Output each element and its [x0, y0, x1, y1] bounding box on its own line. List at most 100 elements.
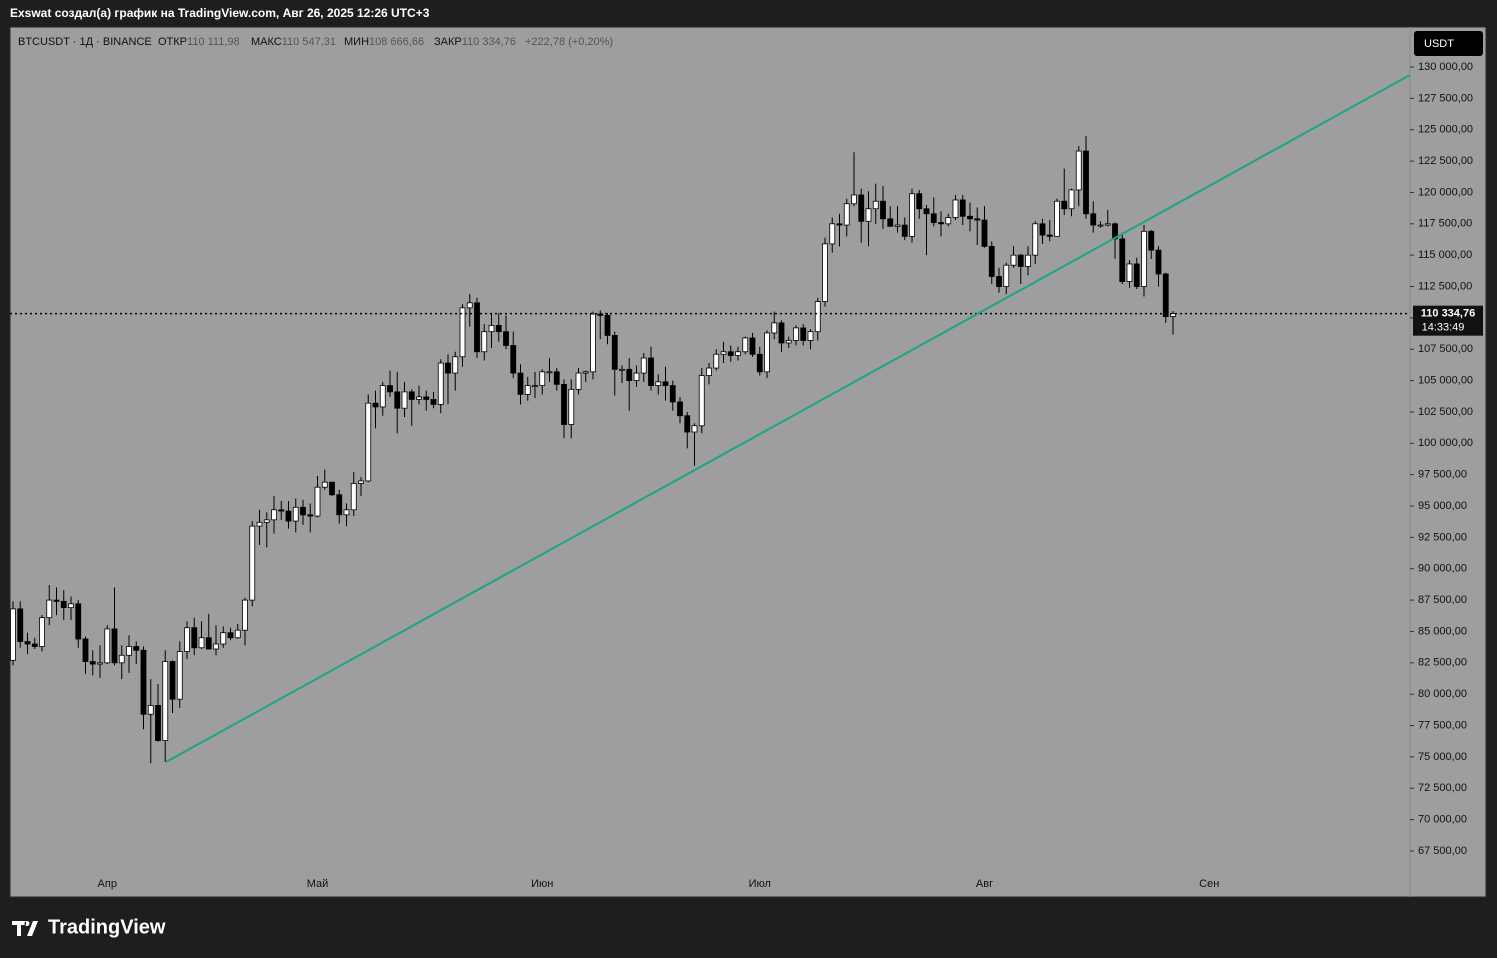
candle-body [17, 608, 24, 642]
candle-body [952, 199, 959, 218]
candle-body [967, 215, 973, 220]
candle-body [1075, 150, 1082, 191]
candle-body [307, 514, 314, 517]
candle-body [843, 203, 850, 226]
candle-body [1054, 200, 1060, 237]
candle-body [916, 193, 923, 210]
candle-body [205, 637, 212, 650]
candle-body [901, 224, 908, 237]
candle-body [416, 396, 422, 400]
candle-body [278, 509, 285, 512]
candle-body [249, 525, 256, 601]
candle-body [698, 375, 705, 427]
candle-body [619, 368, 625, 371]
candle-body [459, 307, 466, 358]
candle-body [1090, 213, 1097, 226]
candle-body [271, 509, 277, 521]
candle-body [814, 301, 821, 333]
candle-body [691, 425, 698, 433]
candle-body [1141, 230, 1147, 287]
candle-body [321, 481, 328, 488]
currency-button[interactable] [1414, 31, 1483, 56]
candle-body [336, 494, 343, 516]
candle-body [1162, 273, 1169, 318]
candle-body [126, 646, 132, 656]
y-tick-label: 95 000,00 [1418, 500, 1467, 512]
currency[interactable]: USDT [1424, 38, 1454, 50]
candle-body [343, 509, 350, 516]
candle-body [365, 402, 372, 482]
y-tick-label: 70 000,00 [1418, 814, 1467, 826]
candle-body [1133, 263, 1140, 287]
candle-body [713, 353, 720, 369]
candle-body [495, 325, 502, 333]
y-tick-label: 75 000,00 [1418, 751, 1467, 763]
x-tick-label: Апр [98, 878, 117, 890]
candle-body [445, 362, 451, 374]
y-tick-label: 77 500,00 [1418, 719, 1467, 731]
candle-body [46, 599, 53, 619]
y-tick-label: 107 500,00 [1418, 343, 1473, 355]
candle-body [604, 314, 611, 336]
y-tick-label: 125 000,00 [1418, 124, 1473, 136]
candle-body [60, 600, 67, 609]
candle-body [988, 245, 995, 277]
candle-body [285, 510, 292, 522]
candle-body [785, 340, 792, 344]
caption: Exswat создал(а) график на TradingView.c… [10, 6, 430, 20]
y-tick-label: 120 000,00 [1418, 186, 1473, 198]
candle-body [147, 705, 154, 715]
candle-body [524, 385, 531, 395]
candle-body [648, 357, 654, 387]
legend-value: 110 334,76 [462, 36, 516, 48]
candle-body [104, 628, 111, 664]
chart-panel [9, 26, 1487, 898]
candle-body [227, 632, 234, 639]
candle-body [669, 385, 676, 403]
candle-body [887, 218, 894, 227]
candle-body [764, 332, 770, 373]
candle-body [561, 383, 567, 425]
candle-body [1170, 313, 1176, 317]
candle-body [39, 617, 45, 647]
candle-body [1032, 223, 1039, 256]
candle-body [778, 322, 785, 344]
candle-body [329, 481, 335, 496]
candle-body [756, 353, 763, 373]
y-tick-label: 122 500,00 [1418, 155, 1473, 167]
candle-body [169, 661, 176, 700]
candle-body [727, 351, 734, 356]
candle-body [575, 372, 582, 390]
candle-body [974, 218, 981, 221]
candle-body [1068, 189, 1075, 210]
candle-body [379, 385, 386, 408]
candle-body [945, 217, 952, 225]
candle-body [176, 651, 183, 700]
y-tick-label: 127 500,00 [1418, 92, 1473, 104]
candle-body [68, 603, 74, 609]
countdown: 14:33:49 [1422, 322, 1465, 334]
legend-label: МИН [344, 36, 369, 48]
x-tick-label: Июл [749, 878, 771, 890]
trend-line [165, 74, 1411, 763]
candle-body [923, 208, 930, 215]
candle-body [771, 322, 778, 334]
candle-body [749, 337, 756, 355]
candle-body [300, 506, 306, 516]
candle-body [930, 213, 937, 223]
candle-body [1083, 150, 1089, 215]
candle-body [553, 371, 560, 385]
candle-body [155, 705, 161, 741]
candle-body [1126, 263, 1133, 282]
candle-body [162, 661, 169, 741]
candle-body [1148, 230, 1155, 251]
candle-body [793, 327, 799, 341]
candle-body [539, 371, 546, 387]
candle-body [82, 638, 89, 662]
candle-body [53, 599, 60, 602]
candle-body [800, 327, 807, 341]
candle-body [423, 396, 430, 400]
logo: TradingView [12, 916, 166, 938]
candle-body [198, 637, 205, 649]
candle-body [387, 385, 393, 393]
